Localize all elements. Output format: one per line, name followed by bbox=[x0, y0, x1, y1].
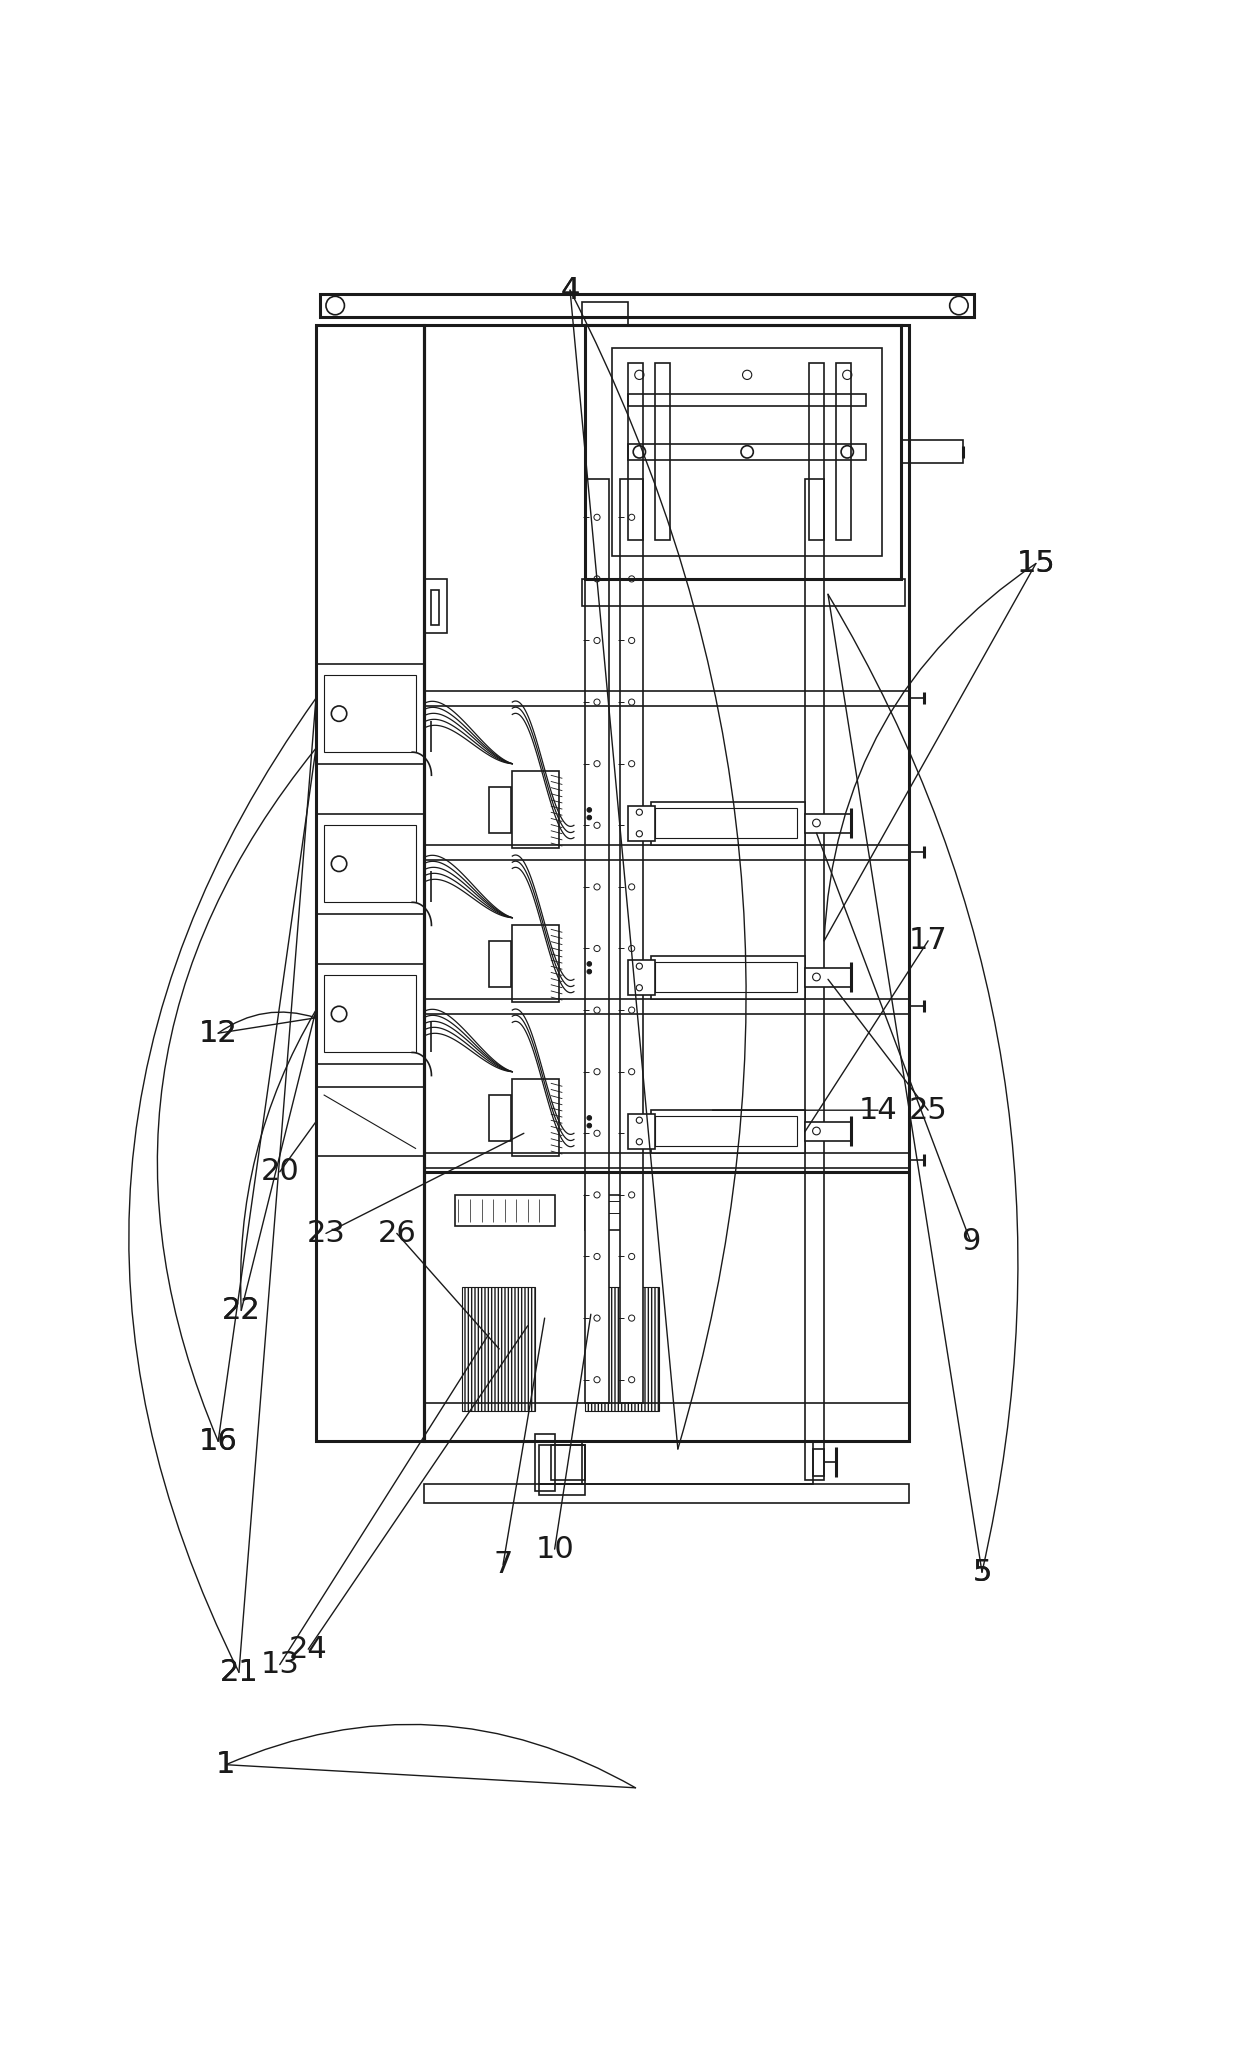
Bar bbox=[424, 578, 446, 632]
Bar bbox=[627, 960, 655, 995]
Bar bbox=[512, 925, 558, 1002]
Bar bbox=[316, 964, 424, 1063]
Bar bbox=[324, 826, 417, 902]
Text: 21: 21 bbox=[219, 1658, 258, 1687]
Bar bbox=[424, 1483, 909, 1503]
Bar bbox=[613, 347, 882, 555]
Text: 14: 14 bbox=[858, 1097, 898, 1125]
Text: 26: 26 bbox=[377, 1218, 417, 1247]
Bar bbox=[812, 1450, 825, 1476]
Circle shape bbox=[587, 962, 591, 966]
Text: 5: 5 bbox=[972, 1557, 992, 1586]
Bar bbox=[490, 787, 511, 832]
Bar bbox=[490, 942, 511, 987]
Circle shape bbox=[587, 1115, 591, 1119]
Text: 1: 1 bbox=[216, 1751, 236, 1780]
Bar bbox=[424, 845, 909, 859]
Text: 4: 4 bbox=[560, 275, 580, 306]
Bar bbox=[627, 805, 655, 840]
Bar bbox=[424, 324, 909, 1441]
Bar bbox=[627, 444, 867, 460]
Bar bbox=[490, 1094, 511, 1142]
Bar bbox=[539, 1446, 585, 1483]
Bar bbox=[651, 956, 805, 999]
Bar bbox=[582, 1441, 812, 1483]
Text: 10: 10 bbox=[536, 1534, 574, 1563]
Text: 23: 23 bbox=[306, 1218, 346, 1247]
Bar bbox=[808, 363, 825, 541]
Bar bbox=[585, 324, 901, 578]
Bar bbox=[424, 1152, 909, 1169]
Bar bbox=[512, 772, 558, 849]
Bar bbox=[805, 968, 851, 987]
Bar bbox=[836, 363, 851, 541]
Bar bbox=[316, 814, 424, 915]
Bar bbox=[627, 394, 867, 405]
Bar bbox=[512, 1080, 558, 1156]
Text: 20: 20 bbox=[260, 1156, 299, 1185]
Text: 24: 24 bbox=[289, 1635, 327, 1664]
Bar bbox=[582, 578, 905, 605]
Bar bbox=[901, 440, 962, 463]
Bar bbox=[620, 479, 644, 1402]
Text: 13: 13 bbox=[260, 1650, 299, 1679]
Text: 17: 17 bbox=[909, 927, 947, 956]
Bar bbox=[655, 363, 670, 541]
Bar bbox=[316, 1086, 424, 1156]
Text: 16: 16 bbox=[198, 1427, 238, 1456]
Bar bbox=[424, 690, 909, 706]
Text: 9: 9 bbox=[961, 1227, 980, 1256]
Bar bbox=[432, 591, 439, 626]
Text: 5: 5 bbox=[972, 1557, 992, 1586]
Bar bbox=[585, 479, 609, 1402]
Circle shape bbox=[587, 1123, 591, 1127]
Text: 15: 15 bbox=[1017, 549, 1055, 578]
Bar bbox=[316, 663, 424, 764]
Bar bbox=[651, 1111, 805, 1152]
Text: 4: 4 bbox=[560, 275, 580, 306]
Text: 21: 21 bbox=[219, 1658, 258, 1687]
Bar bbox=[805, 479, 825, 1481]
Bar bbox=[463, 1286, 536, 1410]
Bar bbox=[536, 1433, 554, 1491]
Bar bbox=[655, 807, 797, 838]
Circle shape bbox=[587, 807, 591, 812]
Bar bbox=[539, 1483, 585, 1495]
Text: 12: 12 bbox=[198, 1018, 238, 1047]
Bar bbox=[582, 301, 627, 324]
Bar bbox=[655, 1117, 797, 1146]
Bar bbox=[316, 324, 424, 1441]
Bar bbox=[655, 962, 797, 993]
Text: 25: 25 bbox=[909, 1097, 947, 1125]
Bar bbox=[324, 675, 417, 752]
Circle shape bbox=[587, 816, 591, 820]
Circle shape bbox=[587, 968, 591, 975]
Bar bbox=[805, 814, 851, 832]
Bar bbox=[455, 1196, 554, 1227]
Text: 22: 22 bbox=[222, 1297, 260, 1326]
Bar bbox=[585, 1286, 658, 1410]
Text: 7: 7 bbox=[494, 1551, 513, 1580]
Bar bbox=[591, 1202, 625, 1212]
Bar bbox=[651, 801, 805, 845]
Text: 15: 15 bbox=[1017, 549, 1055, 578]
Bar bbox=[627, 1113, 655, 1148]
Bar bbox=[424, 999, 909, 1014]
Bar bbox=[320, 293, 975, 318]
Bar bbox=[585, 1196, 631, 1229]
Text: 12: 12 bbox=[198, 1018, 238, 1047]
Text: 16: 16 bbox=[198, 1427, 238, 1456]
Text: 22: 22 bbox=[222, 1297, 260, 1326]
Text: 1: 1 bbox=[216, 1751, 236, 1780]
Bar bbox=[627, 363, 644, 541]
Bar bbox=[324, 975, 417, 1053]
Bar bbox=[424, 1402, 909, 1441]
Bar bbox=[805, 1121, 851, 1142]
Bar bbox=[551, 1446, 585, 1481]
